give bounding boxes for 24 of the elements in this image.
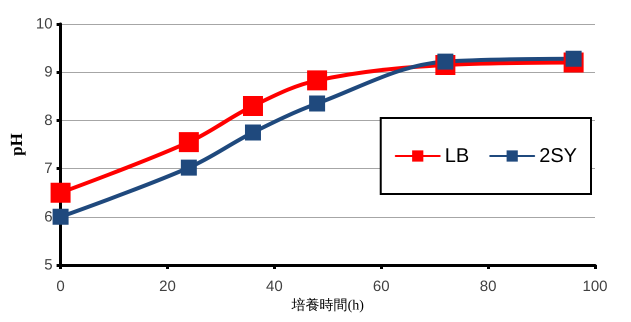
y-tick-label: 8 (44, 112, 53, 129)
point (309, 96, 326, 112)
y-tick-label: 9 (44, 64, 53, 81)
y-tick-label: 6 (44, 208, 53, 226)
point (180, 160, 197, 176)
y-tick-label: 7 (44, 160, 53, 178)
x-tick-label: 0 (56, 278, 65, 295)
point (52, 208, 69, 225)
legend-label: LB (444, 145, 470, 167)
y-tick-label: 10 (36, 16, 53, 32)
x-tick-label: 20 (159, 278, 176, 295)
x-tick-label: 100 (582, 278, 608, 295)
y-axis-title: pH (7, 133, 26, 156)
point (242, 96, 263, 116)
x-axis-title: 培養時間(h) (290, 297, 364, 314)
x-tick-label: 40 (266, 278, 283, 295)
point (244, 124, 261, 140)
y-tick-label: 5 (44, 256, 53, 274)
point (50, 182, 71, 203)
point (178, 132, 199, 152)
x-tick-label: 80 (480, 278, 496, 295)
point (307, 70, 328, 90)
x-tick-label: 60 (372, 278, 390, 295)
legend-label: 2SY (539, 145, 578, 167)
